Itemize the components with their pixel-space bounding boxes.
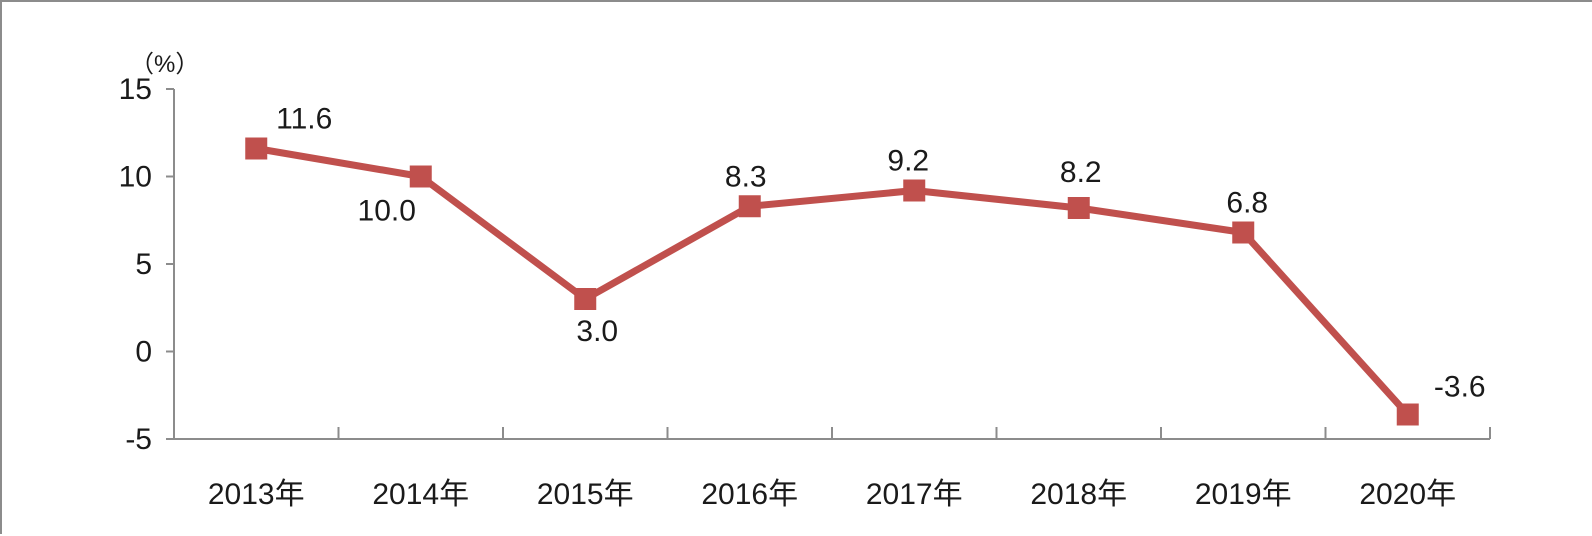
data-point-marker <box>574 288 597 310</box>
x-tick-label: 2016年 <box>701 478 798 511</box>
x-tick-label: 2018年 <box>1030 478 1127 511</box>
data-label: 11.6 <box>276 103 332 136</box>
series-layer <box>245 137 1419 426</box>
data-point-marker <box>1067 197 1090 219</box>
data-label: 10.0 <box>358 195 416 228</box>
data-point-marker <box>409 165 432 188</box>
y-tick-label: 0 <box>135 336 152 369</box>
data-label: 8.3 <box>725 160 767 193</box>
series-line <box>252 145 1412 418</box>
data-label: 8.2 <box>1060 156 1102 189</box>
x-tick-label: 2014年 <box>372 478 469 511</box>
data-point-marker <box>738 195 761 218</box>
data-label: 6.8 <box>1226 187 1268 220</box>
x-tick-label: 2020年 <box>1359 478 1456 511</box>
axes <box>166 88 1491 440</box>
data-label: 9.2 <box>887 145 929 178</box>
data-labels: 11.6 10.0 3.0 8.3 9.2 8.2 6.8 -3.6 <box>276 103 1485 404</box>
data-point-marker <box>903 179 926 202</box>
y-tick-label: -5 <box>125 423 152 456</box>
x-tick-label: 2017年 <box>866 478 963 511</box>
y-tick-label: 5 <box>135 248 152 281</box>
y-tick-labels: 15 10 5 0 -5 <box>119 73 152 456</box>
data-label: -3.6 <box>1434 371 1486 404</box>
x-tick-label: 2019年 <box>1195 478 1292 511</box>
data-point-marker <box>1232 221 1255 244</box>
y-tick-label: 15 <box>119 73 152 106</box>
x-tick-label: 2015年 <box>537 478 634 511</box>
y-tick-label: 10 <box>119 161 152 194</box>
x-tick-labels: 2013年 2014年 2015年 2016年 2017年 2018年 2019年 2020年 <box>208 478 1456 511</box>
data-point-marker <box>1396 403 1419 426</box>
data-point-marker <box>245 137 268 160</box>
y-axis-unit-label: （%） <box>130 51 199 78</box>
data-label: 3.0 <box>576 315 618 348</box>
x-tick-label: 2013年 <box>208 478 305 511</box>
